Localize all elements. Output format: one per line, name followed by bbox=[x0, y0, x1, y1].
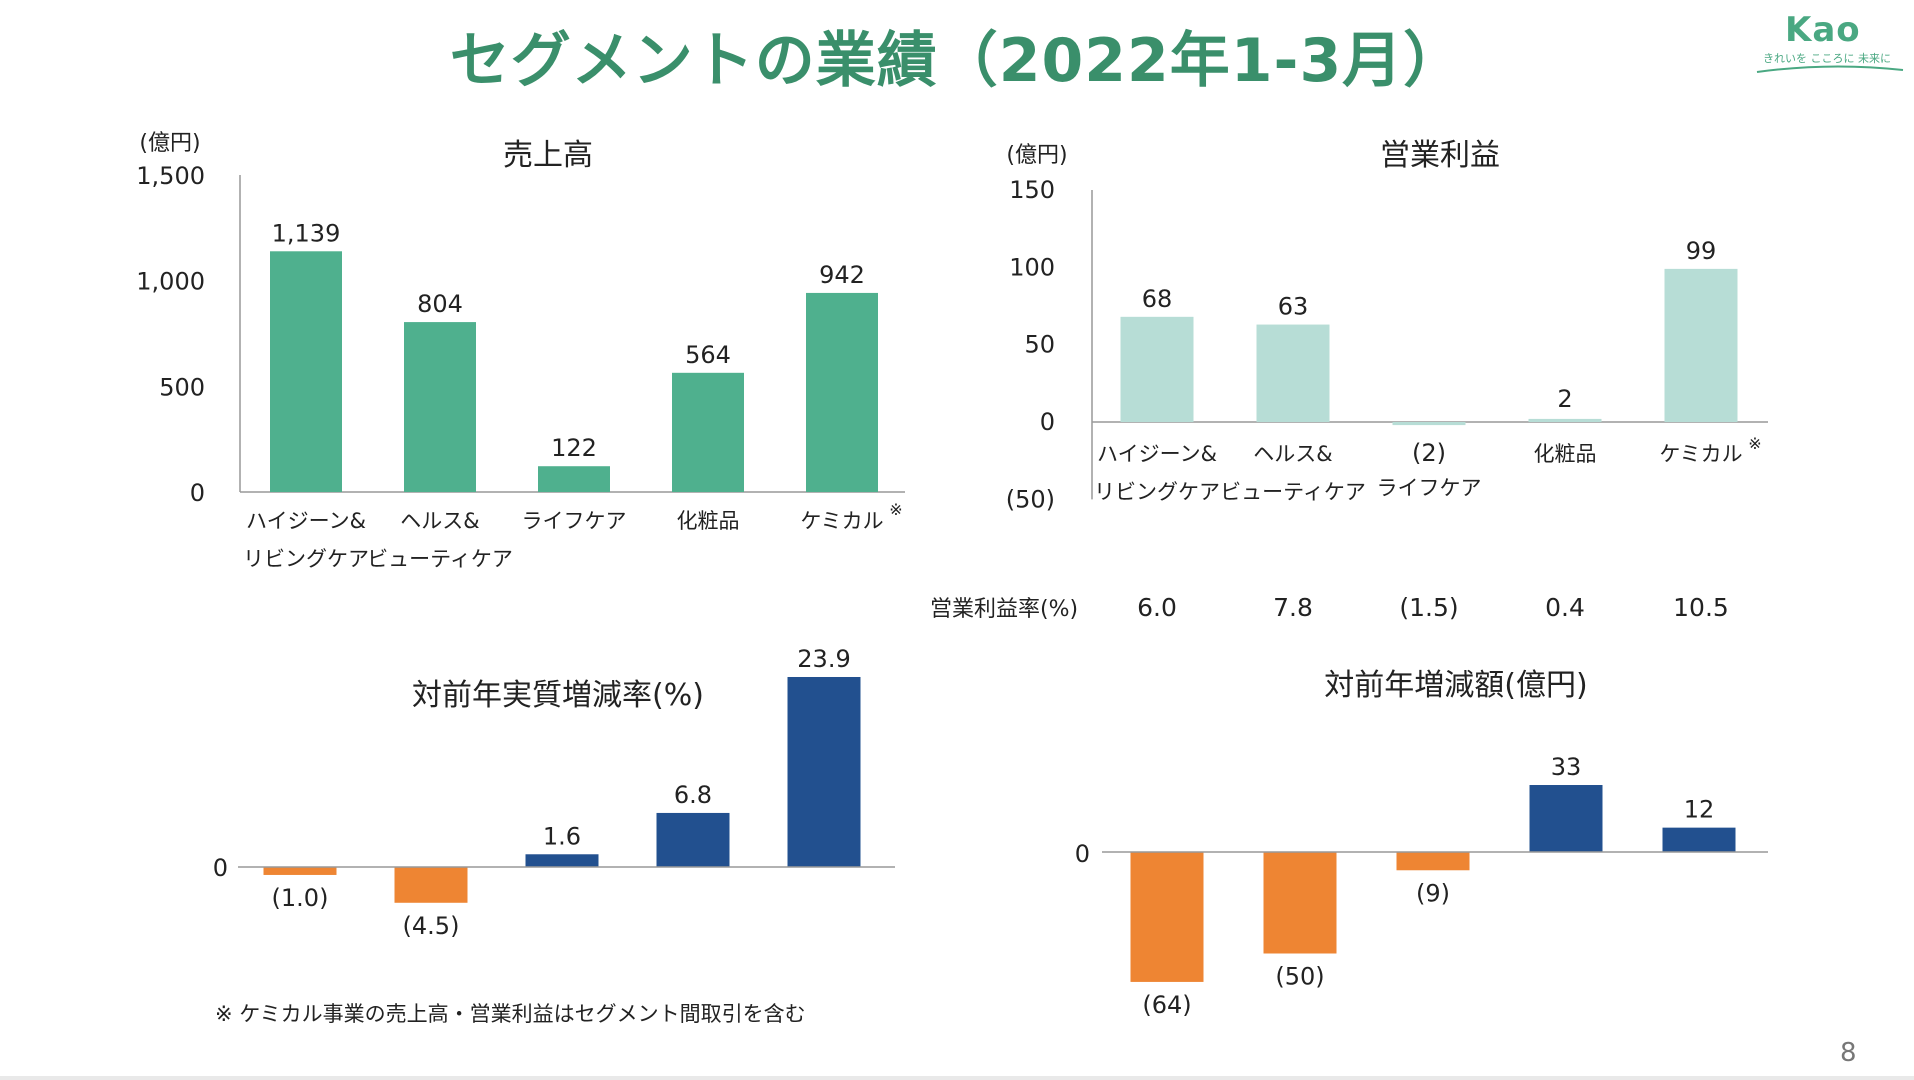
profit-margin-value: (1.5) bbox=[1399, 593, 1458, 622]
sales-value-label: 804 bbox=[417, 290, 463, 318]
growth-value-label: (1.0) bbox=[272, 884, 329, 912]
bottom-divider bbox=[0, 1076, 1914, 1080]
profit-y-tick-label: 150 bbox=[1009, 176, 1055, 204]
profit-category-label: ライフケア bbox=[1377, 476, 1482, 500]
growth-value-label: 6.8 bbox=[674, 781, 712, 809]
logo-swoosh-icon bbox=[1756, 65, 1904, 73]
yoy-bar bbox=[1529, 785, 1603, 852]
profit-margin-value: 6.0 bbox=[1137, 593, 1177, 622]
growth-zero-label: 0 bbox=[213, 854, 228, 882]
yoy-value-label: (50) bbox=[1275, 963, 1324, 991]
yoy-value-label: 33 bbox=[1551, 753, 1582, 781]
sales-bar bbox=[404, 322, 476, 492]
page-title: セグメントの業績（2022年1-3月） bbox=[449, 26, 1465, 96]
sales-category-label: ビューティケア bbox=[367, 547, 513, 571]
growth-bar bbox=[263, 867, 337, 875]
growth-bar bbox=[656, 812, 730, 867]
sales-value-label: 1,139 bbox=[272, 219, 341, 247]
profit-bar bbox=[1664, 268, 1738, 422]
growth-chart-title: 対前年実質増減率(%) bbox=[412, 678, 704, 713]
kao-logo: Kao きれいを こころに 未来に bbox=[1755, 10, 1905, 80]
profit-bar bbox=[1120, 316, 1194, 422]
profit-category-mark: ※ bbox=[1748, 434, 1761, 453]
yoy-chart-title: 対前年増減額(億円) bbox=[1324, 668, 1587, 703]
profit-margin-value: 0.4 bbox=[1545, 593, 1585, 622]
sales-value-label: 942 bbox=[819, 261, 865, 289]
sales-category-mark: ※ bbox=[889, 500, 902, 519]
yoy-bar bbox=[1130, 852, 1204, 982]
growth-bar bbox=[525, 854, 599, 867]
profit-bar bbox=[1528, 418, 1602, 422]
sales-y-tick-label: 1,000 bbox=[136, 268, 205, 296]
profit-y-tick-label: 50 bbox=[1024, 331, 1055, 359]
yoy-value-label: (9) bbox=[1416, 879, 1450, 907]
profit-category-label: ビューティケア bbox=[1220, 480, 1366, 504]
sales-unit-label: (億円) bbox=[139, 131, 200, 156]
profit-chart-title: 営業利益 bbox=[1380, 138, 1500, 173]
sales-category-label: ライフケア bbox=[522, 509, 627, 533]
yoy-bar bbox=[1662, 827, 1736, 852]
growth-value-label: 23.9 bbox=[797, 645, 850, 673]
profit-category-label: リビングケア bbox=[1094, 480, 1220, 504]
profit-margin-value: 7.8 bbox=[1273, 593, 1313, 622]
yoy-bar bbox=[1263, 852, 1337, 954]
profit-value-label: 99 bbox=[1686, 237, 1717, 265]
profit-margin-value: 10.5 bbox=[1673, 593, 1729, 622]
sales-category-label: ケミカル bbox=[800, 509, 883, 533]
profit-bar bbox=[1392, 422, 1466, 426]
profit-value-label: (2) bbox=[1412, 439, 1446, 467]
sales-bar bbox=[538, 466, 610, 492]
profit-category-label: ヘルス& bbox=[1253, 442, 1332, 466]
sales-category-label: ヘルス& bbox=[400, 509, 479, 533]
profit-y-tick-label: (50) bbox=[1006, 485, 1055, 513]
sales-bar bbox=[270, 251, 342, 492]
yoy-zero-label: 0 bbox=[1075, 840, 1090, 868]
sales-y-tick-label: 0 bbox=[190, 479, 205, 507]
growth-value-label: (4.5) bbox=[403, 912, 460, 940]
sales-category-label: 化粧品 bbox=[677, 509, 740, 533]
profit-value-label: 2 bbox=[1557, 385, 1572, 413]
profit-value-label: 63 bbox=[1278, 293, 1309, 321]
page-number: 8 bbox=[1840, 1038, 1857, 1068]
growth-bar bbox=[394, 867, 468, 903]
sales-bar bbox=[672, 372, 744, 492]
profit-category-label: ハイジーン& bbox=[1097, 442, 1217, 466]
sales-value-label: 122 bbox=[551, 434, 597, 462]
sales-bar bbox=[806, 292, 878, 492]
logo-tagline: きれいを こころに 未来に bbox=[1763, 52, 1891, 65]
sales-chart-title: 売上高 bbox=[503, 138, 593, 173]
yoy-bar bbox=[1396, 852, 1470, 871]
sales-category-label: ハイジーン& bbox=[246, 509, 366, 533]
profit-value-label: 68 bbox=[1142, 285, 1173, 313]
sales-category-label: リビングケア bbox=[243, 547, 369, 571]
profit-category-label: 化粧品 bbox=[1534, 442, 1597, 466]
profit-unit-label: (億円) bbox=[1006, 143, 1067, 168]
logo-wordmark: Kao bbox=[1785, 10, 1861, 50]
footnote: ※ ケミカル事業の売上高・営業利益はセグメント間取引を含む bbox=[215, 1002, 806, 1026]
profit-category-label: ケミカル bbox=[1659, 442, 1742, 466]
sales-y-tick-label: 1,500 bbox=[136, 162, 205, 190]
growth-bar bbox=[787, 676, 861, 867]
profit-y-tick-label: 100 bbox=[1009, 253, 1055, 281]
profit-margin-label: 営業利益率(%) bbox=[930, 597, 1078, 622]
profit-bar bbox=[1256, 324, 1330, 422]
yoy-value-label: (64) bbox=[1142, 991, 1191, 1019]
profit-y-tick-label: 0 bbox=[1040, 408, 1055, 436]
yoy-value-label: 12 bbox=[1684, 796, 1715, 824]
sales-value-label: 564 bbox=[685, 341, 731, 369]
growth-value-label: 1.6 bbox=[543, 822, 581, 850]
sales-y-tick-label: 500 bbox=[159, 373, 205, 401]
